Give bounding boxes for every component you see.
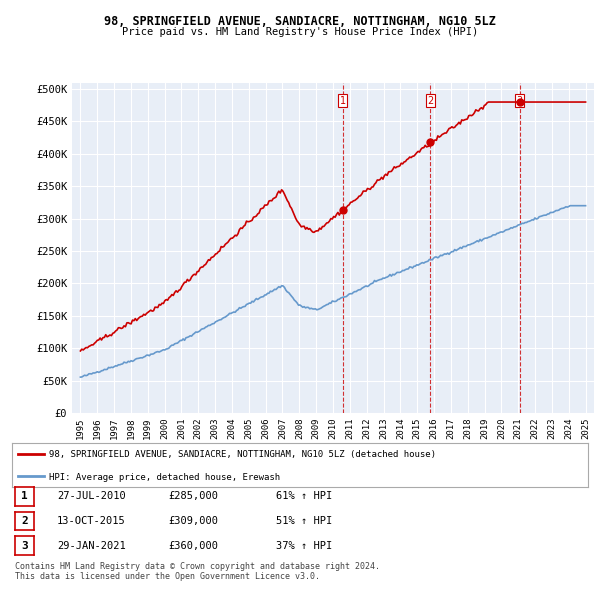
Text: 37% ↑ HPI: 37% ↑ HPI <box>276 541 332 550</box>
Text: Price paid vs. HM Land Registry's House Price Index (HPI): Price paid vs. HM Land Registry's House … <box>122 27 478 37</box>
Text: 61% ↑ HPI: 61% ↑ HPI <box>276 491 332 501</box>
Text: 98, SPRINGFIELD AVENUE, SANDIACRE, NOTTINGHAM, NG10 5LZ (detached house): 98, SPRINGFIELD AVENUE, SANDIACRE, NOTTI… <box>49 450 436 460</box>
Text: 13-OCT-2015: 13-OCT-2015 <box>57 516 126 526</box>
Text: HPI: Average price, detached house, Erewash: HPI: Average price, detached house, Erew… <box>49 473 281 481</box>
Text: 2: 2 <box>21 516 28 526</box>
Text: 51% ↑ HPI: 51% ↑ HPI <box>276 516 332 526</box>
Text: £360,000: £360,000 <box>168 541 218 550</box>
Text: 98, SPRINGFIELD AVENUE, SANDIACRE, NOTTINGHAM, NG10 5LZ: 98, SPRINGFIELD AVENUE, SANDIACRE, NOTTI… <box>104 15 496 28</box>
Text: Contains HM Land Registry data © Crown copyright and database right 2024.
This d: Contains HM Land Registry data © Crown c… <box>15 562 380 581</box>
Text: 2: 2 <box>427 96 433 106</box>
Text: 3: 3 <box>21 541 28 550</box>
Text: 1: 1 <box>340 96 346 106</box>
Text: 1: 1 <box>21 491 28 501</box>
Text: 3: 3 <box>517 96 523 106</box>
Text: 29-JAN-2021: 29-JAN-2021 <box>57 541 126 550</box>
Text: £285,000: £285,000 <box>168 491 218 501</box>
Text: £309,000: £309,000 <box>168 516 218 526</box>
Text: 27-JUL-2010: 27-JUL-2010 <box>57 491 126 501</box>
